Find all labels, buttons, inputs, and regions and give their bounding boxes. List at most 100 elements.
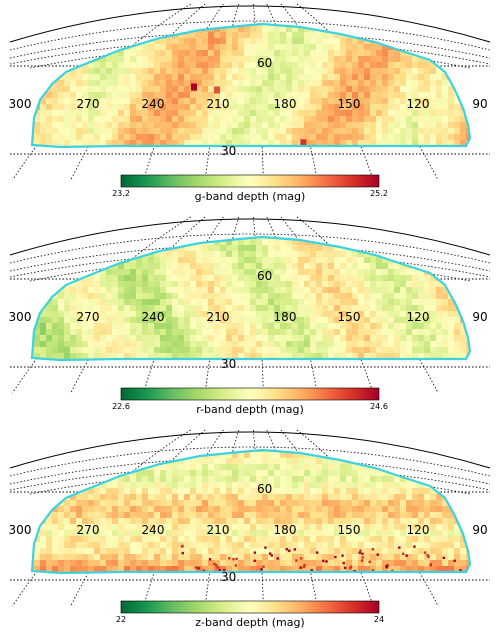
depth-cell: [466, 500, 470, 507]
depth-cell: [214, 98, 221, 105]
depth-cell: [190, 476, 197, 483]
depth-cell: [370, 458, 377, 465]
depth-cell: [190, 269, 197, 276]
depth-cell: [376, 122, 383, 129]
depth-cell: [64, 488, 71, 495]
depth-cell: [70, 269, 77, 276]
depth-cell: [376, 530, 383, 537]
depth-cell: [262, 128, 269, 135]
depth-cell: [370, 329, 377, 336]
depth-cell: [298, 98, 305, 105]
depth-cell: [106, 494, 113, 501]
depth-cell: [316, 506, 323, 513]
depth-cell: [388, 530, 395, 537]
depth-cell: [40, 257, 47, 264]
depth-cell: [190, 347, 197, 354]
depth-cell: [424, 506, 431, 513]
depth-cell: [232, 104, 239, 111]
depth-cell: [238, 464, 245, 471]
depth-cell: [184, 116, 191, 123]
depth-cell: [82, 536, 89, 543]
depth-cell: [280, 536, 287, 543]
depth-cell: [232, 323, 239, 330]
depth-cell: [184, 293, 191, 300]
depth-cell: [424, 287, 431, 294]
depth-cell: [136, 80, 143, 87]
depth-cell: [172, 482, 179, 489]
depth-cell: [286, 122, 293, 129]
depth-cell: [304, 263, 311, 270]
depth-cell: [112, 482, 119, 489]
depth-cell: [148, 341, 155, 348]
depth-cell: [226, 299, 233, 306]
depth-cell: [214, 353, 221, 360]
depth-cell: [154, 122, 161, 129]
depth-cell: [214, 311, 221, 318]
depth-cell: [280, 62, 287, 69]
depth-cell: [430, 50, 437, 57]
depth-cell: [226, 470, 233, 477]
depth-cell: [388, 524, 395, 531]
depth-cell: [124, 500, 131, 507]
depth-cell: [370, 281, 377, 288]
depth-cell: [436, 317, 443, 324]
depth-cell: [64, 44, 71, 51]
depth-cell: [34, 450, 41, 453]
depth-cell: [130, 287, 137, 294]
depth-cell: [316, 92, 323, 99]
depth-cell: [400, 323, 407, 330]
depth-cell: [244, 482, 251, 489]
depth-cell: [316, 560, 323, 567]
depth-cell: [196, 24, 203, 27]
depth-cell: [328, 341, 335, 348]
depth-cell: [208, 62, 215, 69]
depth-cell: [394, 506, 401, 513]
depth-cell: [292, 281, 299, 288]
depth-cell: [34, 341, 41, 348]
depth-cell: [40, 524, 47, 531]
depth-cell: [292, 542, 299, 549]
depth-cell: [358, 62, 365, 69]
depth-cell: [154, 251, 161, 258]
depth-cell: [454, 38, 461, 45]
depth-cell: [148, 237, 155, 240]
depth-cell: [202, 476, 209, 483]
depth-cell: [400, 476, 407, 483]
depth-cell: [358, 24, 365, 27]
depth-cell: [436, 512, 443, 519]
ra-dec-labels-g: 300 270 240 210 180 150 120 90 60 30: [9, 56, 488, 158]
depth-cell: [130, 269, 137, 276]
depth-cell: [190, 482, 197, 489]
depth-cell: [88, 476, 95, 483]
depth-cell: [364, 482, 371, 489]
depth-cell: [220, 488, 227, 495]
depth-cell: [52, 482, 59, 489]
depth-cell: [262, 329, 269, 336]
depth-cell: [52, 524, 59, 531]
depth-cell: [466, 26, 470, 33]
depth-cell: [148, 353, 155, 360]
depth-cell: [412, 311, 419, 318]
depth-cell: [142, 323, 149, 330]
depth-cell: [406, 542, 413, 549]
depth-cell: [304, 530, 311, 537]
depth-cell: [220, 281, 227, 288]
depth-cell: [472, 134, 478, 140]
depth-cell: [32, 359, 35, 360]
depth-cell: [52, 116, 59, 123]
depth-cell: [292, 257, 299, 264]
depth-cell: [154, 98, 161, 105]
depth-cell: [334, 506, 341, 513]
depth-cell: [382, 68, 389, 75]
depth-cell: [58, 237, 65, 240]
depth-cell: [160, 317, 167, 324]
depth-cell: [196, 512, 203, 519]
depth-cell: [52, 24, 59, 27]
depth-cell: [238, 470, 245, 477]
depth-cell: [322, 518, 329, 525]
depth-cell: [376, 257, 383, 264]
depth-cell: [370, 74, 377, 81]
depth-cell: [118, 140, 125, 147]
depth-cell: [112, 68, 119, 75]
depth-cell: [358, 311, 365, 318]
